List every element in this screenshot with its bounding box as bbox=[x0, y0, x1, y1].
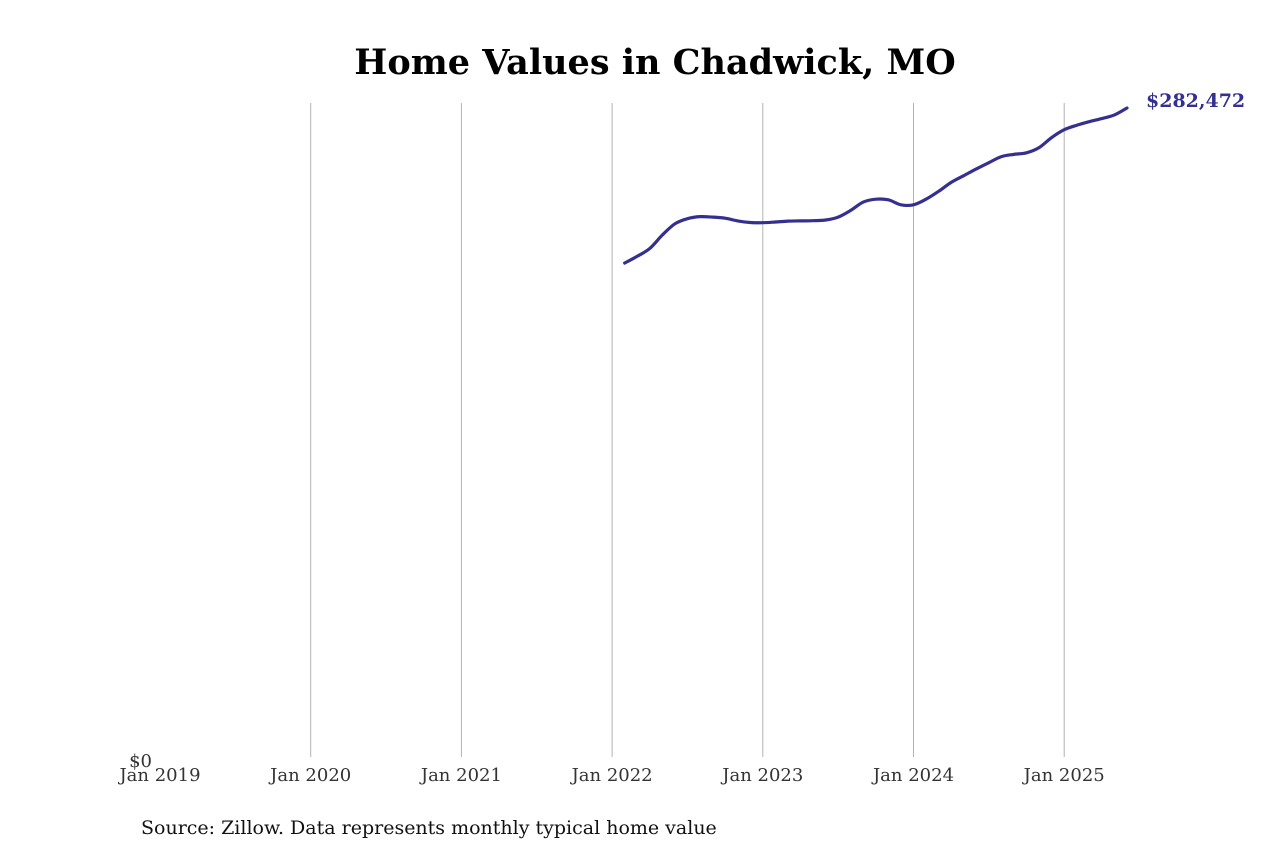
gridlines bbox=[310, 103, 1065, 757]
x-tick-label: Jan 2019 bbox=[117, 765, 200, 786]
end-value-label: $282,472 bbox=[1146, 90, 1245, 112]
source-note: Source: Zillow. Data represents monthly … bbox=[141, 817, 717, 839]
series-layer bbox=[623, 106, 1129, 265]
x-axis-ticks: Jan 2019 Jan 2020 Jan 2021 Jan 2022 Jan 2023… bbox=[117, 765, 1104, 786]
x-tick-label: Jan 2025 bbox=[1022, 765, 1105, 786]
chart-title: Home Values in Chadwick, MO bbox=[354, 42, 955, 83]
x-tick-label: Jan 2023 bbox=[720, 765, 803, 786]
x-tick-label: Jan 2022 bbox=[570, 765, 653, 786]
y-tick-label: $0 bbox=[129, 751, 152, 772]
x-tick-label: Jan 2020 bbox=[268, 765, 351, 786]
x-tick-label: Jan 2021 bbox=[419, 765, 502, 786]
x-tick-label: Jan 2024 bbox=[871, 765, 954, 786]
y-axis-ticks: $0 bbox=[129, 751, 152, 772]
series-line bbox=[623, 106, 1129, 265]
